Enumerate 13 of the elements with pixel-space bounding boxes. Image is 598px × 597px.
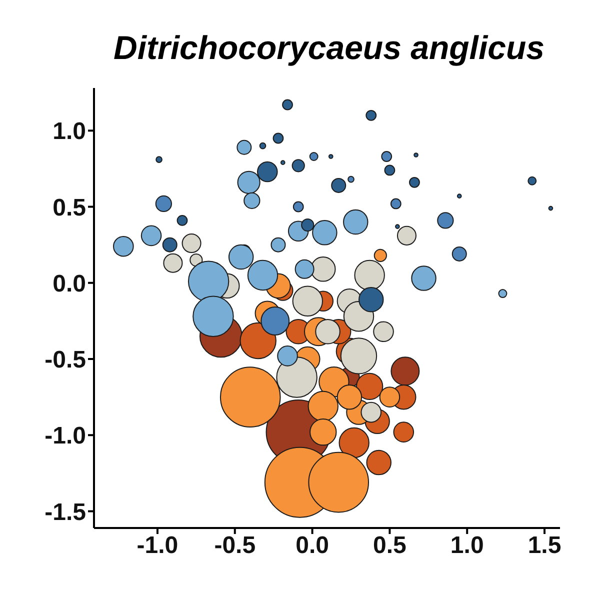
x-tick-label: -0.5 bbox=[214, 532, 256, 560]
y-tick-label: -1.0 bbox=[44, 422, 86, 450]
y-tick-label: 0.0 bbox=[52, 270, 86, 298]
x-tick-label: 0.0 bbox=[296, 532, 329, 560]
y-tick-label: -1.5 bbox=[44, 498, 86, 526]
y-tick-label: 1.0 bbox=[52, 118, 86, 146]
x-tick-label: 0.5 bbox=[373, 532, 406, 560]
y-tick-label: 0.5 bbox=[52, 194, 86, 222]
y-tick-label: -0.5 bbox=[44, 346, 86, 374]
x-tick-label: 1.5 bbox=[528, 532, 562, 560]
x-tick-label: 1.0 bbox=[450, 532, 484, 560]
x-tick-label: -1.0 bbox=[136, 532, 178, 560]
chart-title: Ditrichocorycaeus anglicus bbox=[112, 28, 546, 68]
